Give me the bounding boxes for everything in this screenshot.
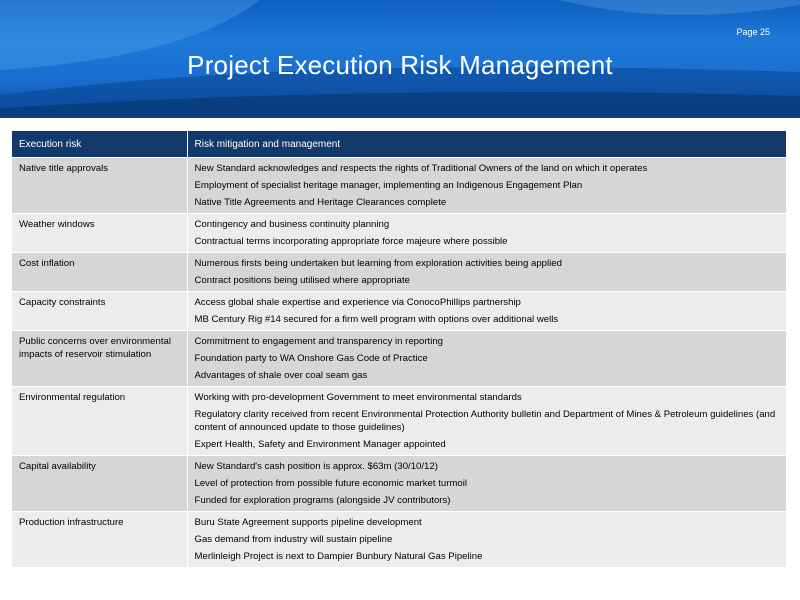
mitigation-cell: New Standard's cash position is approx. …	[187, 455, 786, 512]
table-row: Production infrastructure Buru State Agr…	[12, 511, 786, 567]
banner-wave-graphic	[0, 0, 800, 118]
table-row: Weather windows Contingency and business…	[12, 213, 786, 253]
mitigation-item: Foundation party to WA Onshore Gas Code …	[194, 353, 428, 364]
mitigation-cell: New Standard acknowledges and respects t…	[187, 157, 786, 214]
mitigation-item: Regulatory clarity received from recent …	[194, 409, 776, 433]
page-title: Project Execution Risk Management	[187, 50, 613, 80]
mitigation-item: Working with pro-development Government …	[194, 392, 522, 403]
table-row: Capital availability New Standard's cash…	[12, 455, 786, 512]
risk-cell: Production infrastructure	[12, 511, 188, 567]
mitigation-item: Employment of specialist heritage manage…	[194, 180, 583, 191]
mitigation-item: Advantages of shale over coal seam gas	[194, 370, 368, 381]
mitigation-item: Expert Health, Safety and Environment Ma…	[194, 439, 446, 450]
header-banner: Page 25 Project Execution Risk Managemen…	[0, 0, 800, 118]
table-header-row: Execution risk Risk mitigation and manag…	[12, 131, 786, 158]
mitigation-item: Gas demand from industry will sustain pi…	[194, 534, 393, 545]
table-row: Public concerns over environmental impac…	[12, 330, 786, 387]
mitigation-item: Buru State Agreement supports pipeline d…	[194, 517, 422, 528]
mitigation-cell: Working with pro-development Government …	[187, 386, 786, 456]
mitigation-cell: Contingency and business continuity plan…	[187, 213, 786, 253]
risk-cell: Capacity constraints	[12, 291, 188, 331]
column-header-execution-risk: Execution risk	[12, 131, 188, 158]
mitigation-item: New Standard acknowledges and respects t…	[194, 163, 648, 174]
risk-table-container: Execution risk Risk mitigation and manag…	[12, 131, 786, 567]
risk-cell: Capital availability	[12, 455, 188, 512]
mitigation-item: Merlinleigh Project is next to Dampier B…	[194, 551, 483, 562]
risk-table: Execution risk Risk mitigation and manag…	[12, 131, 786, 567]
page-number: Page 25	[736, 27, 770, 37]
mitigation-item: Contingency and business continuity plan…	[194, 219, 390, 230]
mitigation-item: Numerous firsts being undertaken but lea…	[194, 258, 562, 269]
column-header-mitigation: Risk mitigation and management	[187, 131, 786, 158]
table-row: Cost inflation Numerous firsts being und…	[12, 252, 786, 292]
risk-cell: Native title approvals	[12, 157, 188, 214]
mitigation-item: MB Century Rig #14 secured for a firm we…	[194, 314, 559, 325]
mitigation-item: Contract positions being utilised where …	[194, 275, 410, 286]
table-row: Native title approvals New Standard ackn…	[12, 157, 786, 214]
risk-cell: Environmental regulation	[12, 386, 188, 456]
table-row: Environmental regulation Working with pr…	[12, 386, 786, 456]
mitigation-cell: Buru State Agreement supports pipeline d…	[187, 511, 786, 567]
mitigation-item: New Standard's cash position is approx. …	[194, 461, 438, 472]
mitigation-item: Commitment to engagement and transparenc…	[194, 336, 444, 347]
risk-cell: Public concerns over environmental impac…	[12, 330, 188, 387]
risk-cell: Weather windows	[12, 213, 188, 253]
risk-cell: Cost inflation	[12, 252, 188, 292]
mitigation-item: Funded for exploration programs (alongsi…	[194, 495, 451, 506]
mitigation-item: Level of protection from possible future…	[194, 478, 467, 489]
table-row: Capacity constraints Access global shale…	[12, 291, 786, 331]
mitigation-item: Access global shale expertise and experi…	[194, 297, 521, 308]
mitigation-cell: Commitment to engagement and transparenc…	[187, 330, 786, 387]
mitigation-cell: Access global shale expertise and experi…	[187, 291, 786, 331]
mitigation-item: Native Title Agreements and Heritage Cle…	[194, 197, 447, 208]
mitigation-item: Contractual terms incorporating appropri…	[194, 236, 508, 247]
mitigation-cell: Numerous firsts being undertaken but lea…	[187, 252, 786, 292]
